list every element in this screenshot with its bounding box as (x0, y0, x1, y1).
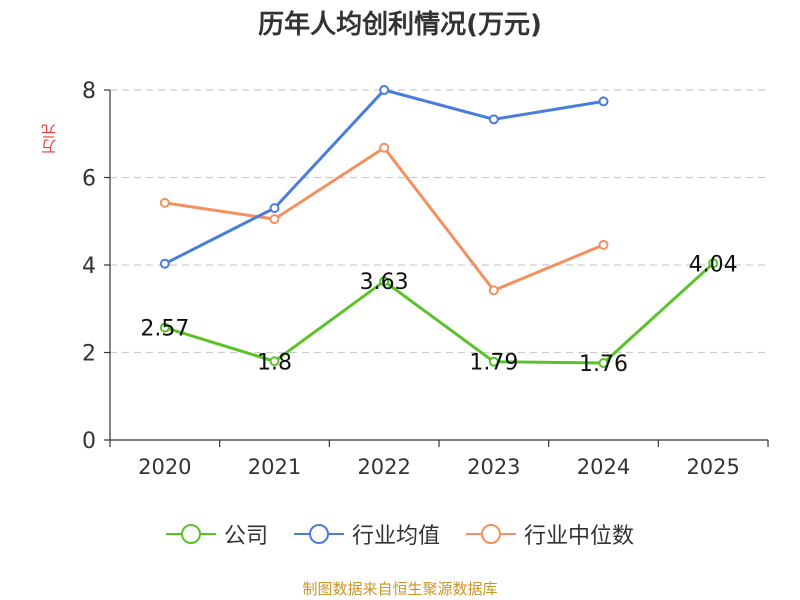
data-label-2025: 4.04 (689, 252, 738, 277)
data-point-2-2023 (488, 285, 499, 296)
legend-label-industry-median: 行业中位数 (524, 524, 635, 549)
data-point-0-2021 (269, 356, 280, 367)
legend-item-company[interactable]: 公司 (165, 518, 268, 550)
legend-marker-industry-median (466, 524, 516, 544)
x-tick-label-2024: 2024 (577, 455, 630, 479)
x-tick-label-2020: 2020 (138, 455, 191, 479)
data-label-2023: 1.79 (469, 351, 518, 376)
series-line-2 (164, 146, 605, 292)
legend-marker-industry-average (293, 524, 344, 544)
data-point-0-2023 (488, 356, 499, 367)
y-tick-label-3: 6 (82, 167, 96, 192)
data-point-0-2024 (598, 358, 609, 368)
legend: 公司 行业均值 行业中位数 (0, 518, 800, 550)
data-point-0-2022 (379, 276, 390, 287)
series-line-1 (164, 88, 604, 266)
series-line-0 (164, 262, 715, 365)
legend-label-industry-average: 行业均值 (351, 524, 440, 549)
data-source-note: 制图数据来自恒生聚源数据库 (302, 580, 498, 598)
data-point-1-2022 (379, 85, 390, 95)
data-point-1-2024 (598, 96, 609, 107)
data-point-1-2020 (159, 258, 170, 269)
data-point-2-2020 (159, 197, 170, 208)
legend-marker-company (165, 524, 216, 544)
data-label-2021: 1.8 (257, 350, 292, 375)
legend-item-industry-average[interactable]: 行业均值 (293, 518, 440, 550)
legend-item-industry-median[interactable]: 行业中位数 (466, 518, 634, 550)
data-label-2022: 3.63 (360, 270, 409, 295)
y-tick-label-2: 4 (82, 254, 96, 279)
data-point-2-2024 (598, 239, 609, 250)
chart-title: 历年人均创利情况(万元) (258, 10, 542, 40)
data-label-2020: 2.57 (140, 317, 189, 342)
y-tick-label-1: 2 (82, 342, 96, 367)
data-point-1-2023 (488, 114, 499, 125)
data-label-2024: 1.76 (579, 352, 628, 377)
x-tick-label-2022: 2022 (357, 455, 410, 479)
x-tick-label-2021: 2021 (248, 455, 301, 479)
data-point-2-2021 (269, 214, 280, 225)
x-tick-label-2025: 2025 (686, 455, 739, 479)
data-point-0-2025 (708, 258, 719, 269)
y-tick-label-4: 8 (82, 79, 96, 104)
data-point-0-2020 (159, 322, 170, 333)
y-tick-label-0: 0 (82, 429, 96, 454)
x-tick-label-2023: 2023 (467, 455, 520, 479)
data-point-1-2021 (269, 203, 280, 214)
legend-label-company: 公司 (223, 524, 268, 549)
data-point-2-2022 (379, 142, 390, 153)
